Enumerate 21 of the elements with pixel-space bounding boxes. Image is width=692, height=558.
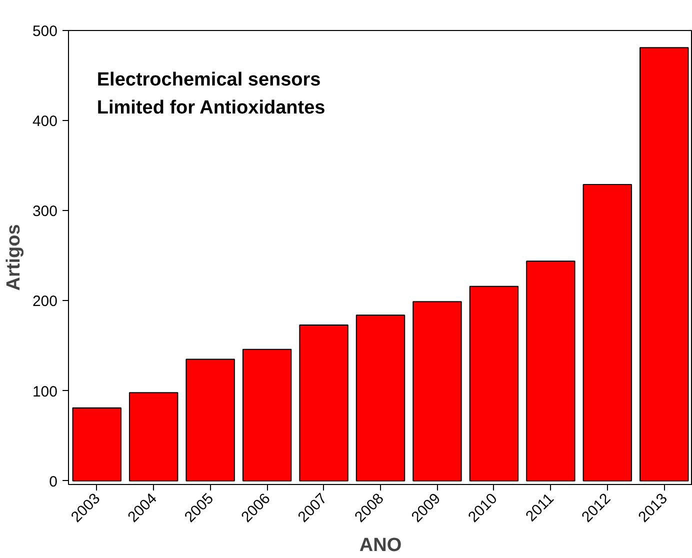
annotation: Limited for Antioxidantes [96, 97, 326, 118]
bar [356, 314, 406, 482]
y-tick-label: 100 [32, 383, 58, 400]
bar [582, 184, 632, 482]
bar [186, 358, 235, 482]
bar [640, 47, 689, 482]
bar [128, 392, 178, 482]
bar [299, 324, 348, 482]
x-axis-title: ANO [359, 534, 402, 556]
y-tick-label: 200 [32, 293, 58, 310]
bar [412, 301, 462, 482]
bar [526, 260, 576, 482]
bar [469, 286, 519, 482]
y-tick-label: 0 [49, 473, 58, 490]
y-tick-label: 400 [32, 113, 58, 130]
y-tick-label: 300 [32, 203, 58, 220]
bar [242, 348, 292, 482]
y-axis-title: Artigos [3, 224, 24, 291]
y-tick-label: 500 [32, 23, 58, 40]
bar [72, 407, 122, 482]
annotation: Electrochemical sensors [96, 70, 321, 91]
